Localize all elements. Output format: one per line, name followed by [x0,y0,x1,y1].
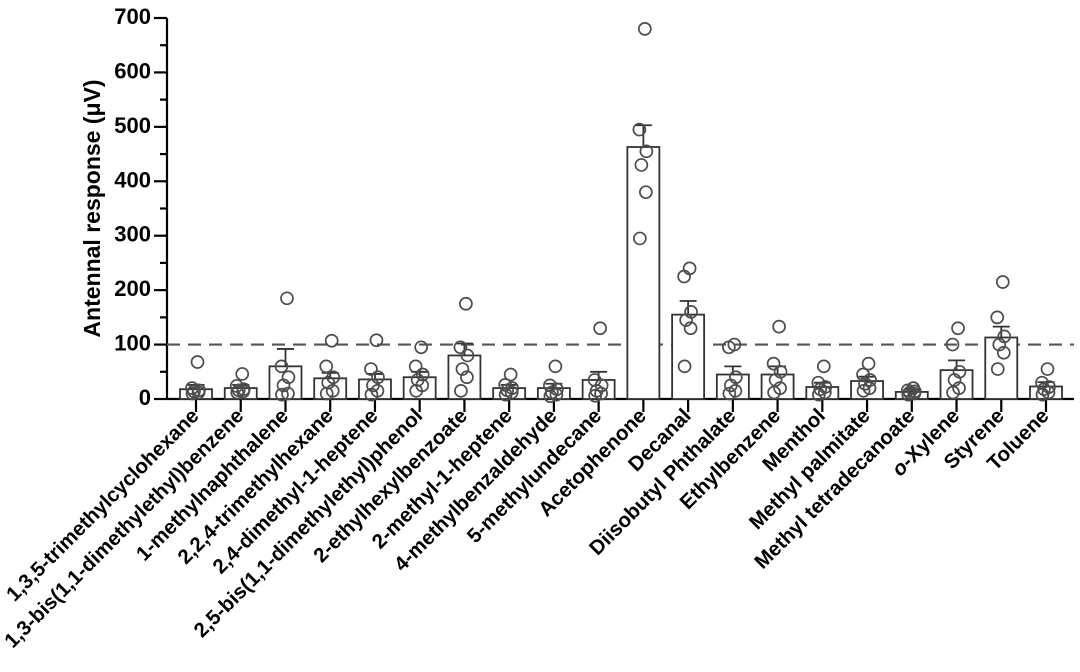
svg-text:0: 0 [139,385,151,410]
svg-text:Antennal response (μV): Antennal response (μV) [79,79,105,337]
svg-text:200: 200 [114,276,151,301]
svg-text:700: 700 [114,4,151,29]
svg-text:100: 100 [114,331,151,356]
svg-text:500: 500 [114,113,151,138]
svg-text:300: 300 [114,222,151,247]
svg-text:600: 600 [114,58,151,83]
svg-text:400: 400 [114,167,151,192]
